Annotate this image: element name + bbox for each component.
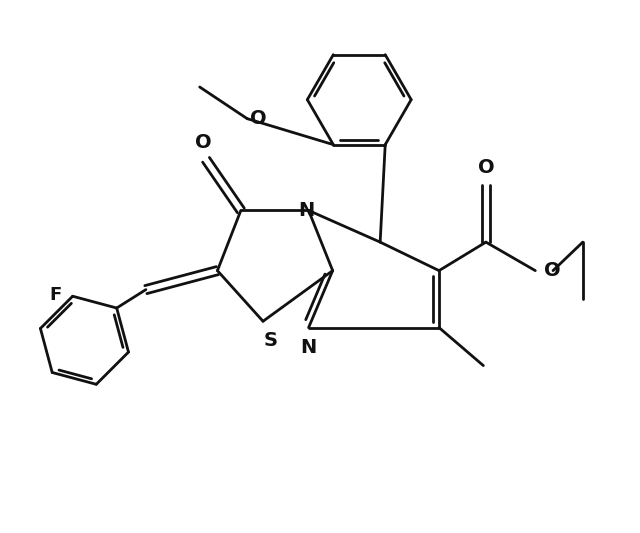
Text: F: F [49,286,61,304]
Text: O: O [195,133,211,151]
Text: O: O [250,109,266,128]
Text: N: N [300,338,317,357]
Text: O: O [477,158,494,177]
Text: S: S [264,332,278,350]
Text: O: O [544,261,561,280]
Text: N: N [299,201,315,220]
